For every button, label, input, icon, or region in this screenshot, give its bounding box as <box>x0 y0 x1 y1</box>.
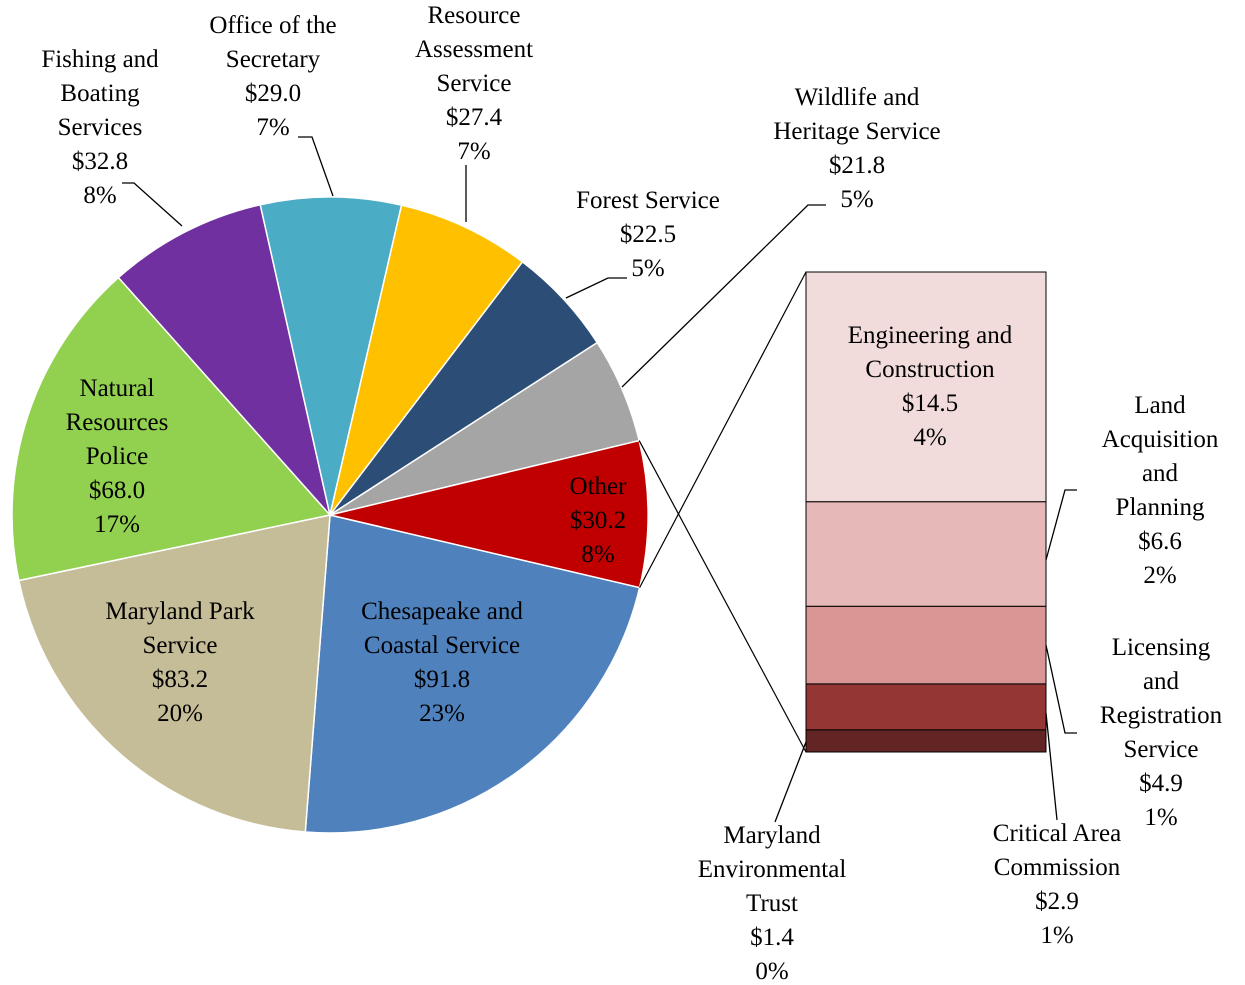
labels: Critical Area Commission <box>992 820 1122 881</box>
labels: Maryland Park Service <box>105 598 255 659</box>
bar-segment <box>805 501 1047 607</box>
data-label: Licensing and Registration Service $4.9 1% <box>1011 631 1245 835</box>
leader-line <box>1045 712 1058 821</box>
percent-labels: 1% <box>1040 922 1074 949</box>
bar-segment <box>805 271 1047 503</box>
percent-labels: 7% <box>256 114 290 141</box>
labels: Licensing and Registration Service <box>1099 634 1223 763</box>
value-labels: $30.2 <box>569 507 627 534</box>
labels: Fishing and Boating Services <box>41 46 159 141</box>
leader-line <box>1045 489 1077 561</box>
pie-slice <box>11 276 332 582</box>
percent-labels: 17% <box>94 511 140 538</box>
pie-slice <box>304 514 641 834</box>
value-labels: $22.5 <box>619 221 677 248</box>
data-label: Land Acquisition and Planning $6.6 2% <box>1010 389 1245 593</box>
bar-segment <box>805 729 1047 753</box>
percent-labels: 0% <box>755 958 789 985</box>
value-labels: $91.8 <box>413 666 471 693</box>
data-label: Maryland Environmental Trust $1.4 0% <box>622 819 922 985</box>
pie-slice <box>17 514 331 833</box>
leader-line <box>122 182 183 227</box>
percent-labels: 7% <box>457 138 491 165</box>
data-label: Maryland Park Service $83.2 20% <box>30 595 330 731</box>
labels: Land Acquisition and Planning <box>1101 392 1219 521</box>
labels: Wildlife and Heritage Service <box>773 84 941 145</box>
value-labels: $6.6 <box>1138 528 1182 555</box>
labels: Chesapeake and Coastal Service <box>361 598 523 659</box>
bar-segment <box>805 605 1047 685</box>
percent-labels: 4% <box>913 424 947 451</box>
data-label: Forest Service $22.5 5% <box>498 184 798 286</box>
data-label: Other $30.2 8% <box>448 470 748 572</box>
data-label: Engineering and Construction $14.5 4% <box>780 319 1080 455</box>
leader-line <box>1045 644 1077 734</box>
percent-labels: 2% <box>1143 562 1177 589</box>
value-labels: $29.0 <box>244 80 302 107</box>
percent-labels: 20% <box>157 700 203 727</box>
data-label: Wildlife and Heritage Service $21.8 5% <box>707 81 1007 217</box>
leader-line <box>621 204 826 388</box>
labels: Maryland Environmental Trust <box>697 822 847 917</box>
value-labels: $27.4 <box>445 104 503 131</box>
data-label: Chesapeake and Coastal Service $91.8 23% <box>292 595 592 731</box>
data-label: Office of the Secretary $29.0 7% <box>123 9 423 145</box>
value-labels: $14.5 <box>901 390 959 417</box>
value-labels: $1.4 <box>750 924 794 951</box>
bar-segment <box>805 683 1047 731</box>
data-label: Critical Area Commission $2.9 1% <box>907 817 1207 953</box>
percent-labels: 8% <box>581 541 615 568</box>
connector-line <box>638 440 807 753</box>
leader-line <box>298 136 334 197</box>
percent-labels: 1% <box>1144 804 1178 831</box>
percent-labels: 5% <box>631 255 665 282</box>
value-labels: $2.9 <box>1035 888 1079 915</box>
percent-labels: 23% <box>419 700 465 727</box>
pie-slice <box>329 439 649 589</box>
labels: Forest Service <box>576 187 720 214</box>
labels: Office of the Secretary <box>209 12 337 73</box>
connector-line <box>639 271 807 588</box>
leader-line <box>774 741 807 823</box>
value-labels: $21.8 <box>828 152 886 179</box>
data-label: Resource Assessment Service $27.4 7% <box>324 0 624 169</box>
data-label: Fishing and Boating Services $32.8 8% <box>0 43 250 213</box>
pie-slice <box>259 196 403 516</box>
labels: Resource Assessment Service <box>414 2 534 97</box>
leader-line <box>565 277 627 299</box>
value-labels: $4.9 <box>1139 770 1183 797</box>
value-labels: $68.0 <box>88 477 146 504</box>
value-labels: $83.2 <box>151 666 209 693</box>
value-labels: $32.8 <box>71 148 129 175</box>
labels: Natural Resources Police <box>65 375 169 470</box>
labels: Engineering and Construction <box>847 322 1013 383</box>
labels: Other <box>569 473 627 500</box>
percent-labels: 5% <box>840 186 874 213</box>
data-label: Natural Resources Police $68.0 17% <box>0 372 267 542</box>
pie-slice <box>329 204 524 516</box>
percent-labels: 8% <box>83 182 117 209</box>
